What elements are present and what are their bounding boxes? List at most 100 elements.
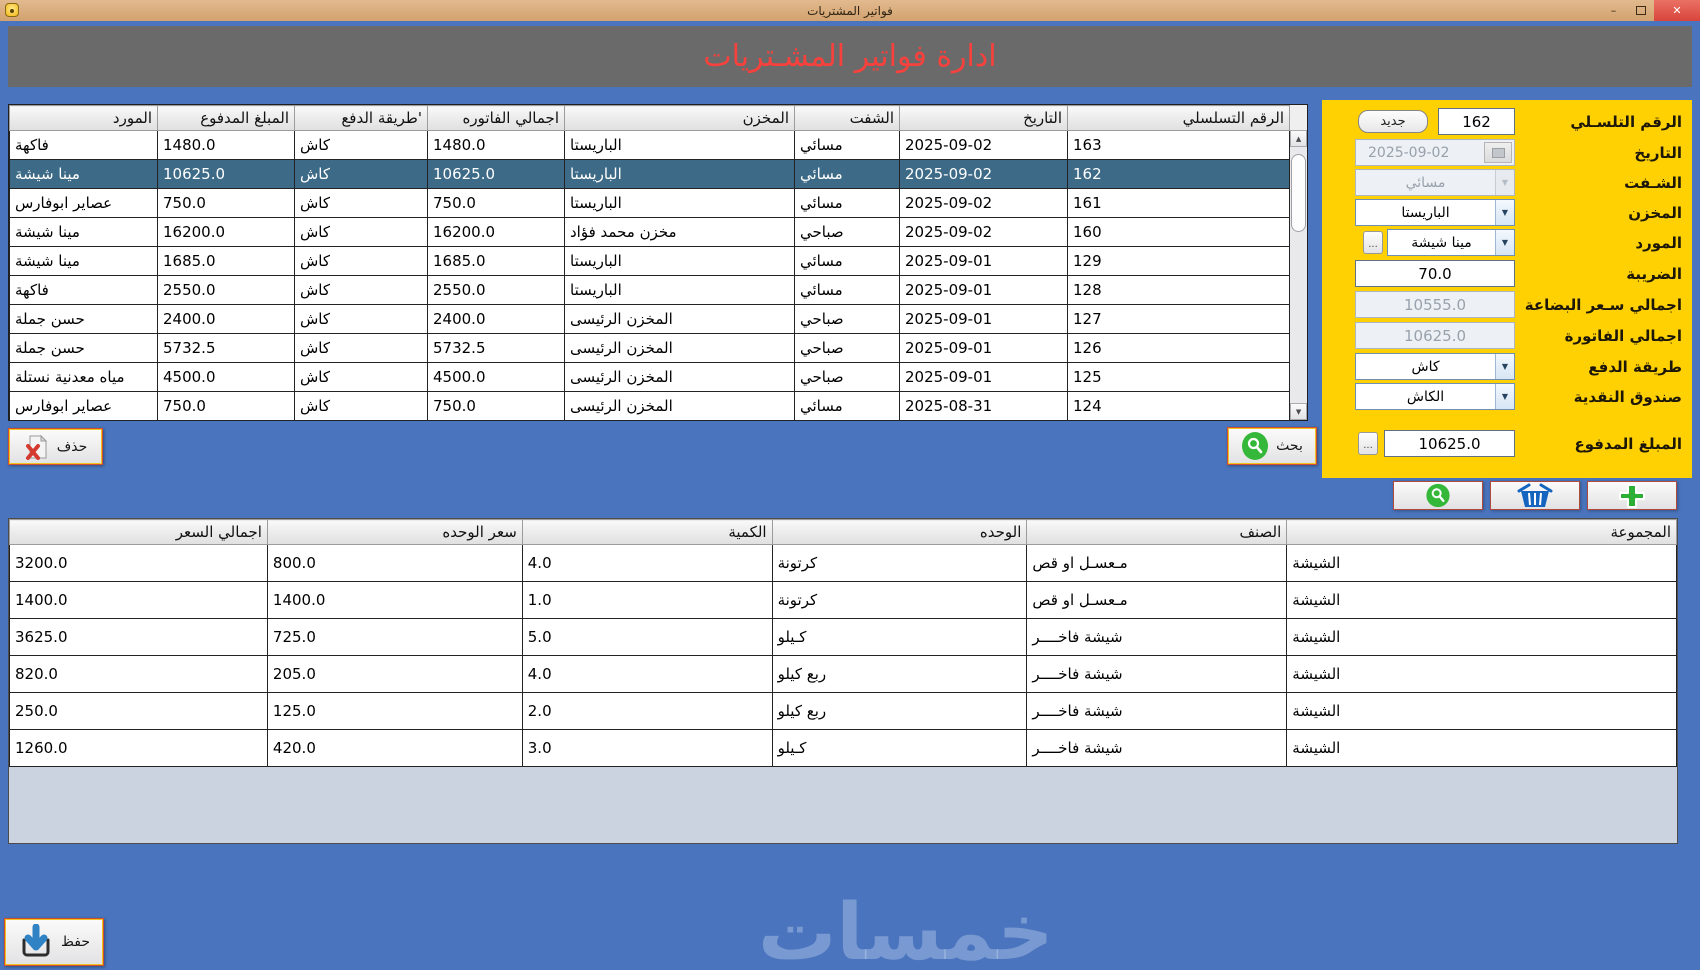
cell: فاكهة <box>9 130 158 160</box>
column-header[interactable]: التاريخ <box>899 105 1068 131</box>
column-header[interactable]: الشفت <box>794 105 900 131</box>
minimize-button[interactable]: – <box>1610 4 1617 17</box>
cell: 4500.0 <box>157 362 295 392</box>
scrollbar-thumb[interactable] <box>1291 154 1306 232</box>
cell: مسائي <box>794 275 900 305</box>
amount-paid-label: المبلغ المدفوع <box>1574 434 1682 453</box>
chevron-down-icon[interactable]: ▼ <box>1495 200 1514 225</box>
column-header[interactable]: المخزن <box>564 105 795 131</box>
supplier-select[interactable]: مينا شيشة ▼ <box>1387 229 1515 256</box>
item-row[interactable]: الشيشة شيشة فاخــــر ربع كيلو 2.0 125.0 250.0 <box>9 692 1677 730</box>
item-row[interactable]: الشيشة مـعسـل او قص كرتونة 1.0 1400.0 1400.0 <box>9 581 1677 619</box>
invoice-row[interactable]: 128 2025-09-01 مسائي الباريستا 2550.0 كاش 2550… <box>9 275 1290 305</box>
tax-label: الضريبة <box>1626 264 1682 283</box>
column-header[interactable]: اجمالي السعر <box>9 519 268 545</box>
column-header[interactable]: الوحده <box>771 519 1028 545</box>
chevron-down-icon[interactable]: ▼ <box>1495 384 1514 409</box>
form-row-tax: الضريبة 70.0 <box>1322 260 1692 287</box>
goods-total-field: 10555.0 <box>1355 291 1515 318</box>
cell: 1685.0 <box>157 246 295 276</box>
column-header[interactable]: الصنف <box>1026 519 1288 545</box>
invoice-items-table: المجموعة الصنف الوحده الكمية سعر الوحده اجمال… <box>8 518 1678 844</box>
invoice-row[interactable]: 126 2025-09-01 صباحي المخزن الرئيسى 5732.5 كا… <box>9 333 1290 363</box>
item-row[interactable]: الشيشة شيشة فاخــــر كـيلو 5.0 725.0 3625.0 <box>9 618 1677 656</box>
invoice-row[interactable]: 125 2025-09-01 صباحي المخزن الرئيسى 4500.0 كا… <box>9 362 1290 392</box>
restore-icon <box>1635 6 1646 15</box>
search-button[interactable]: بحث <box>1227 427 1317 465</box>
delete-button[interactable]: حذف <box>8 428 103 465</box>
payment-method-select[interactable]: كاش ▼ <box>1355 353 1515 380</box>
shift-label: الشـفت <box>1624 173 1682 192</box>
cell: 2400.0 <box>427 304 565 334</box>
cell: كاش <box>294 246 428 276</box>
item-row[interactable]: الشيشة شيشة فاخــــر كـيلو 3.0 420.0 1260.0 <box>9 729 1677 767</box>
invoices-scrollbar[interactable]: ▲ ▼ <box>1289 130 1307 420</box>
search-icon <box>1426 483 1450 508</box>
cell: صباحي <box>794 333 900 363</box>
cell: الشيشة <box>1286 618 1677 656</box>
invoice-row[interactable]: 129 2025-09-01 مسائي الباريستا 1685.0 كاش 1685… <box>9 246 1290 276</box>
invoice-row[interactable]: 163 2025-09-02 مسائي الباريستا 1480.0 كاش 1480… <box>9 130 1290 160</box>
header-row: الرقم التسلسلي التاريخ الشفت المخزن اجمالي ا… <box>9 105 1290 131</box>
invoice-row[interactable]: 127 2025-09-01 صباحي المخزن الرئيسى 2400.0 كا… <box>9 304 1290 334</box>
date-picker[interactable]: 2025-09-02 <box>1355 139 1515 166</box>
delete-document-icon <box>25 434 47 460</box>
cell: صباحي <box>794 217 900 247</box>
new-button[interactable]: جديد <box>1358 110 1428 133</box>
cell: كاش <box>294 275 428 305</box>
item-row[interactable]: الشيشة شيشة فاخــــر ربع كيلو 4.0 205.0 820.0 <box>9 655 1677 693</box>
column-header[interactable]: المجموعة <box>1286 519 1677 545</box>
serial-input[interactable]: 162 <box>1438 108 1515 135</box>
date-label: التاريخ <box>1634 143 1682 162</box>
invoice-row[interactable]: 162 2025-09-02 مسائي الباريستا 10625.0 كاش 106… <box>9 159 1290 189</box>
column-header[interactable]: 'طريقة الدفع <box>294 105 428 131</box>
cell: 1400.0 <box>266 581 523 619</box>
cell: 750.0 <box>427 188 565 218</box>
cell: 2025-09-02 <box>899 217 1068 247</box>
column-header[interactable]: المبلغ المدفوع <box>157 105 295 131</box>
amount-paid-more-button[interactable]: ... <box>1358 432 1378 455</box>
cell: كاش <box>294 333 428 363</box>
restore-button[interactable] <box>1627 0 1654 21</box>
cell: 2025-09-01 <box>899 333 1068 363</box>
tax-input[interactable]: 70.0 <box>1355 260 1515 287</box>
item-row[interactable]: الشيشة مـعسـل او قص كرتونة 4.0 800.0 3200.0 <box>9 544 1677 582</box>
amount-paid-input[interactable]: 10625.0 <box>1384 430 1515 457</box>
cell: 1480.0 <box>157 130 295 160</box>
invoice-row[interactable]: 160 2025-09-02 صباحي مخزن محمد فؤاد 16200.0 ك… <box>9 217 1290 247</box>
cell: الشيشة <box>1286 581 1677 619</box>
cell: 725.0 <box>266 618 523 656</box>
cart-button[interactable] <box>1490 481 1580 510</box>
warehouse-label: المخزن <box>1628 203 1682 222</box>
invoice-row[interactable]: 161 2025-09-02 مسائي الباريستا 750.0 كاش 750.0… <box>9 188 1290 218</box>
invoice-row[interactable]: 124 2025-08-31 مسائي المخزن الرئيسى 750.0 كاش… <box>9 391 1290 421</box>
goods-total-label: اجمالي سـعر البضاعة <box>1524 295 1682 314</box>
cell: 2025-09-01 <box>899 304 1068 334</box>
save-button[interactable]: حفظ <box>4 918 104 966</box>
save-button-label: حفظ <box>60 934 91 950</box>
title-bar: فواتير المشتريات – ✕ <box>0 0 1700 21</box>
scroll-up-icon[interactable]: ▲ <box>1290 130 1307 147</box>
add-item-button[interactable] <box>1587 481 1677 510</box>
invoice-total-field: 10625.0 <box>1355 322 1515 349</box>
supplier-more-button[interactable]: ... <box>1363 231 1383 254</box>
scroll-down-icon[interactable]: ▼ <box>1290 403 1307 420</box>
column-header[interactable]: سعر الوحده <box>266 519 523 545</box>
cell: الباريستا <box>564 246 795 276</box>
column-header[interactable]: الرقم التسلسلي <box>1067 105 1290 131</box>
warehouse-select[interactable]: الباريستا ▼ <box>1355 199 1515 226</box>
close-button[interactable]: ✕ <box>1654 0 1700 21</box>
column-header[interactable]: المورد <box>9 105 158 131</box>
find-item-button[interactable] <box>1393 481 1483 510</box>
cash-box-select[interactable]: الكاش ▼ <box>1355 383 1515 410</box>
chevron-down-icon[interactable]: ▼ <box>1495 354 1514 379</box>
column-header[interactable]: الكمية <box>521 519 773 545</box>
chevron-down-icon[interactable]: ▼ <box>1495 230 1514 255</box>
cell: مـعسـل او قص <box>1026 544 1288 582</box>
cell: 161 <box>1067 188 1290 218</box>
column-header[interactable]: اجمالي الفاتوره <box>427 105 565 131</box>
cash-box-label: صندوق النقدية <box>1573 387 1682 406</box>
header-row: المجموعة الصنف الوحده الكمية سعر الوحده اجمال… <box>9 519 1677 545</box>
calendar-icon[interactable] <box>1484 142 1512 163</box>
cell: 5732.5 <box>427 333 565 363</box>
